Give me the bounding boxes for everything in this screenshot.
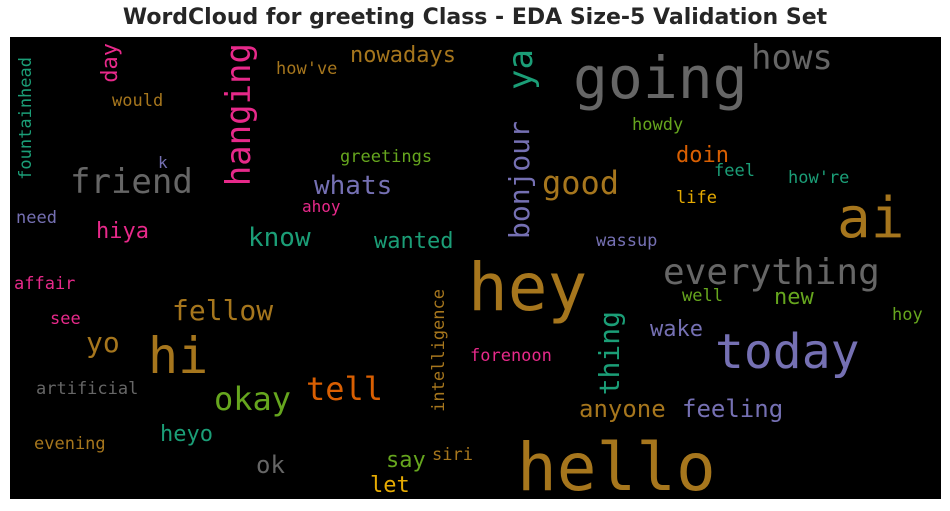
word-tell: tell	[306, 370, 384, 408]
word-life: life	[676, 188, 717, 208]
word-well: well	[682, 286, 723, 306]
wordcloud-canvas: hello hey going ai today hi everything f…	[10, 37, 941, 499]
word-let: let	[370, 473, 410, 498]
word-fellow: fellow	[172, 294, 274, 327]
word-fountainhead: fountainhead	[16, 57, 36, 180]
word-feeling: feeling	[682, 395, 784, 423]
word-ok: ok	[256, 451, 285, 479]
word-feel: feel	[714, 161, 755, 181]
word-day: day	[98, 43, 123, 83]
word-bonjour: bonjour	[503, 121, 536, 240]
word-everything: everything	[663, 252, 880, 293]
word-hello: hello	[517, 429, 716, 500]
word-going: going	[573, 44, 748, 112]
word-whats: whats	[314, 171, 393, 201]
word-okay: okay	[214, 380, 292, 418]
word-affair: affair	[14, 274, 76, 294]
word-how-ve: how've	[276, 59, 338, 79]
word-friend: friend	[70, 162, 193, 202]
word-ya: ya	[501, 49, 541, 90]
word-how-re: how're	[788, 168, 850, 188]
word-doin: doin	[676, 143, 729, 168]
word-k: k	[158, 153, 168, 172]
word-intelligence: intelligence	[429, 289, 449, 412]
word-heyo: heyo	[160, 422, 213, 447]
word-new: new	[774, 285, 814, 310]
word-hi: hi	[148, 327, 209, 385]
word-anyone: anyone	[579, 395, 666, 423]
word-artificial: artificial	[36, 379, 139, 399]
word-ahoy: ahoy	[302, 197, 341, 216]
word-wassup: wassup	[596, 231, 658, 251]
word-thing: thing	[593, 311, 626, 396]
word-good: good	[542, 164, 620, 202]
word-hows: hows	[751, 38, 833, 78]
word-evening: evening	[34, 434, 106, 454]
word-need: need	[16, 208, 57, 228]
word-today: today	[715, 324, 860, 380]
word-say: say	[386, 448, 426, 473]
word-hanging: hanging	[219, 43, 259, 187]
word-howdy: howdy	[632, 115, 684, 135]
word-nowadays: nowadays	[350, 43, 456, 68]
word-forenoon: forenoon	[470, 346, 552, 366]
word-hiya: hiya	[96, 219, 149, 244]
word-know: know	[248, 223, 311, 253]
word-hoy: hoy	[892, 305, 923, 325]
word-wake: wake	[650, 317, 703, 342]
chart-title: WordCloud for greeting Class - EDA Size-…	[122, 5, 828, 30]
word-see: see	[50, 309, 81, 329]
word-yo: yo	[86, 326, 120, 359]
word-wanted: wanted	[374, 229, 454, 254]
word-would: would	[112, 91, 164, 111]
word-greetings: greetings	[340, 147, 433, 167]
word-hey: hey	[468, 249, 588, 326]
word-ai: ai	[837, 186, 905, 251]
word-siri: siri	[432, 445, 473, 465]
